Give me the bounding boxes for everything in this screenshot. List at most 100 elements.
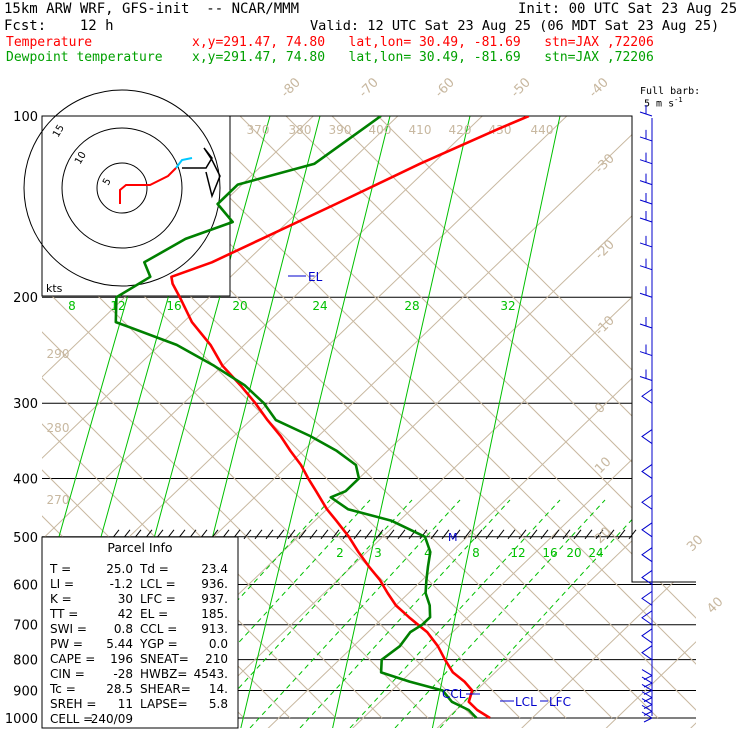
isotherm-line xyxy=(42,116,512,728)
mixing-ratio-dashed-line xyxy=(394,499,606,728)
hatch-mark xyxy=(243,529,252,540)
parcel-param-value: 5.44 xyxy=(106,637,133,651)
mixing-ratio-line xyxy=(237,116,391,728)
mixing-ratio-dashed-line xyxy=(439,499,651,728)
isotherm-line xyxy=(518,116,696,728)
hodograph-ring xyxy=(61,127,183,249)
pressure-tick-label: 700 xyxy=(13,619,38,634)
el-label: EL xyxy=(308,270,323,284)
isotherm-label: 30 xyxy=(684,533,706,555)
parcel-param-value: 14. xyxy=(209,682,228,696)
theta-label: 280 xyxy=(47,421,70,435)
wind-barb xyxy=(641,464,653,479)
mixing-ratio-line xyxy=(329,116,471,728)
temperature-location: x,y=291.47, 74.80 lat,lon= 30.49, -81.69… xyxy=(192,35,654,50)
wind-barb xyxy=(641,590,653,606)
parcel-param-name: SREH = xyxy=(50,697,96,711)
theta-label: 270 xyxy=(47,493,70,507)
dry-adiabat-line xyxy=(42,116,696,719)
temperature-profile xyxy=(170,116,530,720)
theta-label: 380 xyxy=(289,123,312,137)
pressure-tick-label: 100 xyxy=(13,110,38,125)
isotherm-label: 40 xyxy=(704,595,726,617)
isotherm-label: -60 xyxy=(432,75,458,101)
mixing-ratio-label: 32 xyxy=(500,299,515,313)
parcel-param-name: SNEAT= xyxy=(140,652,189,666)
parcel-param-value: 937. xyxy=(201,592,228,606)
parcel-param-name: LCL = xyxy=(140,577,176,591)
wind-barb xyxy=(639,258,653,271)
hatch-mark xyxy=(562,529,571,540)
hatch-mark xyxy=(419,529,428,540)
wind-barb xyxy=(641,494,653,510)
isotherm-label: -20 xyxy=(592,237,618,263)
dry-adiabat-line xyxy=(42,116,659,719)
parcel-param-name: LI = xyxy=(50,577,74,591)
dewpoint-profile xyxy=(114,116,478,719)
pressure-tick-label: 900 xyxy=(13,684,38,699)
wind-barb xyxy=(641,691,653,703)
dewpoint-legend: Dewpoint temperature xyxy=(6,50,163,65)
mixing-ratio-label: 28 xyxy=(404,299,419,313)
hatch-mark xyxy=(265,529,274,540)
mixing-ratio-label: 12 xyxy=(510,546,525,560)
mixing-ratio-label: 20 xyxy=(232,299,247,313)
isotherm-line xyxy=(0,88,4,730)
hatch-mark xyxy=(364,529,373,540)
hodograph-trace-mid xyxy=(175,157,193,169)
hatch-mark xyxy=(441,529,450,540)
isotherm-label: -40 xyxy=(586,75,612,101)
wind-barb xyxy=(639,286,653,298)
dry-adiabat-line xyxy=(42,116,696,719)
parcel-param-name: CCL = xyxy=(140,622,177,636)
mixing-ratio-label: 8 xyxy=(68,299,76,313)
parcel-param-value: 25.0 xyxy=(106,562,133,576)
wind-barb xyxy=(639,211,653,223)
hatch-mark xyxy=(397,529,406,540)
mixing-ratio-label: 16 xyxy=(166,299,181,313)
wind-barb xyxy=(641,711,653,723)
init-time: Init: 00 UTC Sat 23 Aug 25 xyxy=(518,1,738,17)
barb-legend-value: 5 m s-1 xyxy=(644,95,683,109)
hatch-mark xyxy=(287,529,296,540)
theta-label: 290 xyxy=(47,347,70,361)
isotherm-line xyxy=(42,116,343,728)
hatch-mark xyxy=(386,529,395,540)
wind-barb xyxy=(639,129,653,142)
valid-time: Valid: 12 UTC Sat 23 Aug 25 (06 MDT Sat … xyxy=(310,18,720,34)
mixing-ratio-label: 20 xyxy=(566,546,581,560)
dry-adiabat-line xyxy=(42,116,696,719)
parcel-param-name: LAPSE= xyxy=(140,697,188,711)
hodograph-units: kts xyxy=(46,282,63,295)
isotherm-label: -30 xyxy=(592,151,618,177)
hatch-mark xyxy=(606,529,615,540)
wind-barb xyxy=(639,192,653,205)
pressure-tick-label: 800 xyxy=(13,654,38,669)
mixing-ratio-dashed-line xyxy=(249,499,461,728)
dry-adiabat-line xyxy=(113,116,696,719)
mixing-ratio-dashed-line xyxy=(159,499,371,728)
wind-barb xyxy=(641,645,653,661)
isotherm-line xyxy=(434,116,696,728)
wind-barb xyxy=(641,429,653,444)
isotherm-label: -10 xyxy=(592,313,618,339)
pressure-tick-label: 200 xyxy=(13,291,38,306)
hatch-mark xyxy=(353,529,362,540)
theta-label: 400 xyxy=(369,123,392,137)
m-label: M xyxy=(448,531,458,544)
isotherm-line xyxy=(42,116,427,728)
pressure-tick-label: 1000 xyxy=(5,712,38,727)
hodograph-trace-low xyxy=(119,167,177,204)
hatch-mark xyxy=(375,529,384,540)
parcel-box xyxy=(41,536,239,729)
parcel-param-name: Td = xyxy=(139,562,169,576)
parcel-param-value: 42 xyxy=(118,607,133,621)
hatch-mark xyxy=(331,529,340,540)
hatch-mark xyxy=(254,529,263,540)
pressure-tick-label: 600 xyxy=(13,578,38,593)
hatch-mark xyxy=(584,529,593,540)
parcel-param-value: 210 xyxy=(205,652,228,666)
mixing-ratio-line xyxy=(429,116,561,728)
hatch-mark xyxy=(518,529,527,540)
theta-label: 370 xyxy=(247,123,270,137)
